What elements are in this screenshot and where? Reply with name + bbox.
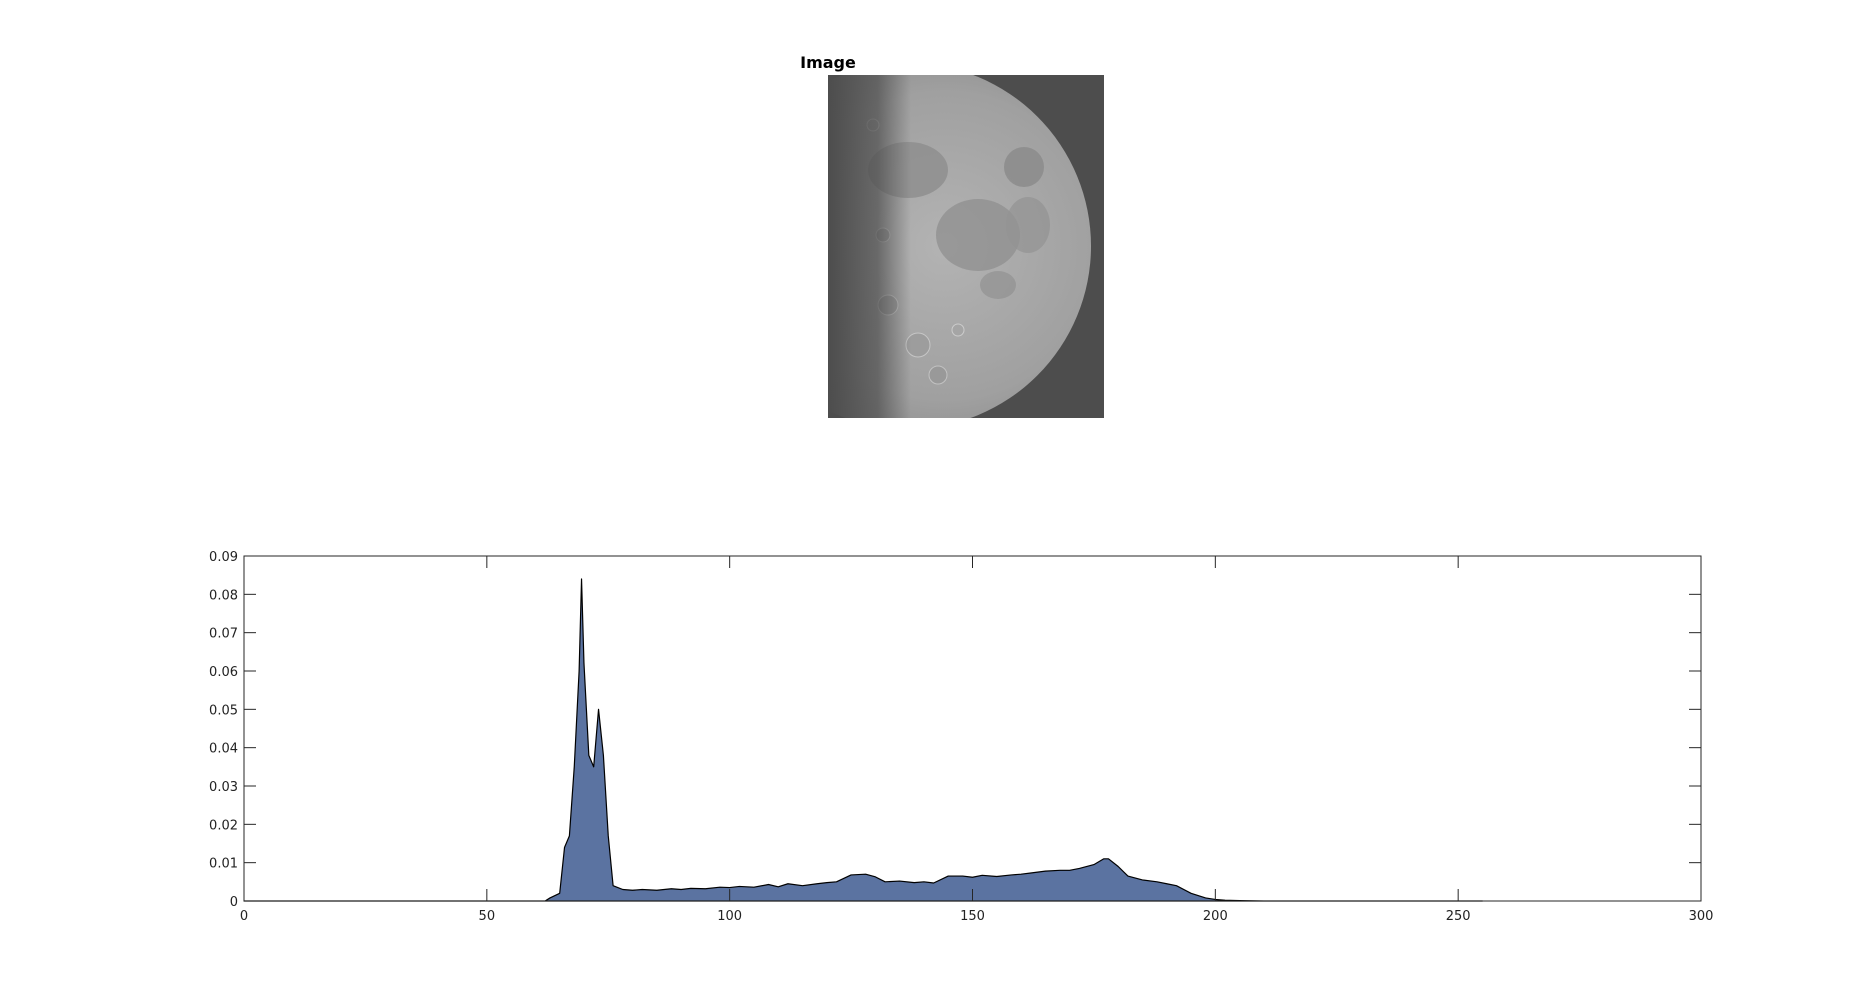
- y-tick-label: 0.06: [209, 665, 238, 680]
- terminator-shadow: [828, 75, 1104, 418]
- x-tick-label: 300: [1689, 909, 1714, 924]
- x-tick-label: 250: [1446, 909, 1471, 924]
- image-title: Image: [800, 53, 856, 72]
- histogram-area-series-0: [243, 578, 1484, 902]
- y-tick-label: 0.03: [209, 780, 238, 795]
- y-tick-label: 0.09: [209, 550, 238, 565]
- y-tick-label: 0.04: [209, 742, 238, 757]
- moon-image: [828, 75, 1104, 418]
- x-tick-label: 150: [960, 909, 985, 924]
- x-tick-label: 50: [479, 909, 496, 924]
- plot-frame: [243, 555, 1702, 902]
- y-tick-label: 0.01: [209, 857, 238, 872]
- y-tick-label: 0.02: [209, 818, 238, 833]
- y-tick-label: 0.05: [209, 703, 238, 718]
- y-tick-label: 0.08: [209, 588, 238, 603]
- x-tick-label: 200: [1203, 909, 1228, 924]
- x-tick-label: 0: [240, 909, 248, 924]
- y-tick-label: 0: [230, 895, 238, 910]
- x-tick-label: 100: [717, 909, 742, 924]
- y-tick-label: 0.07: [209, 627, 238, 642]
